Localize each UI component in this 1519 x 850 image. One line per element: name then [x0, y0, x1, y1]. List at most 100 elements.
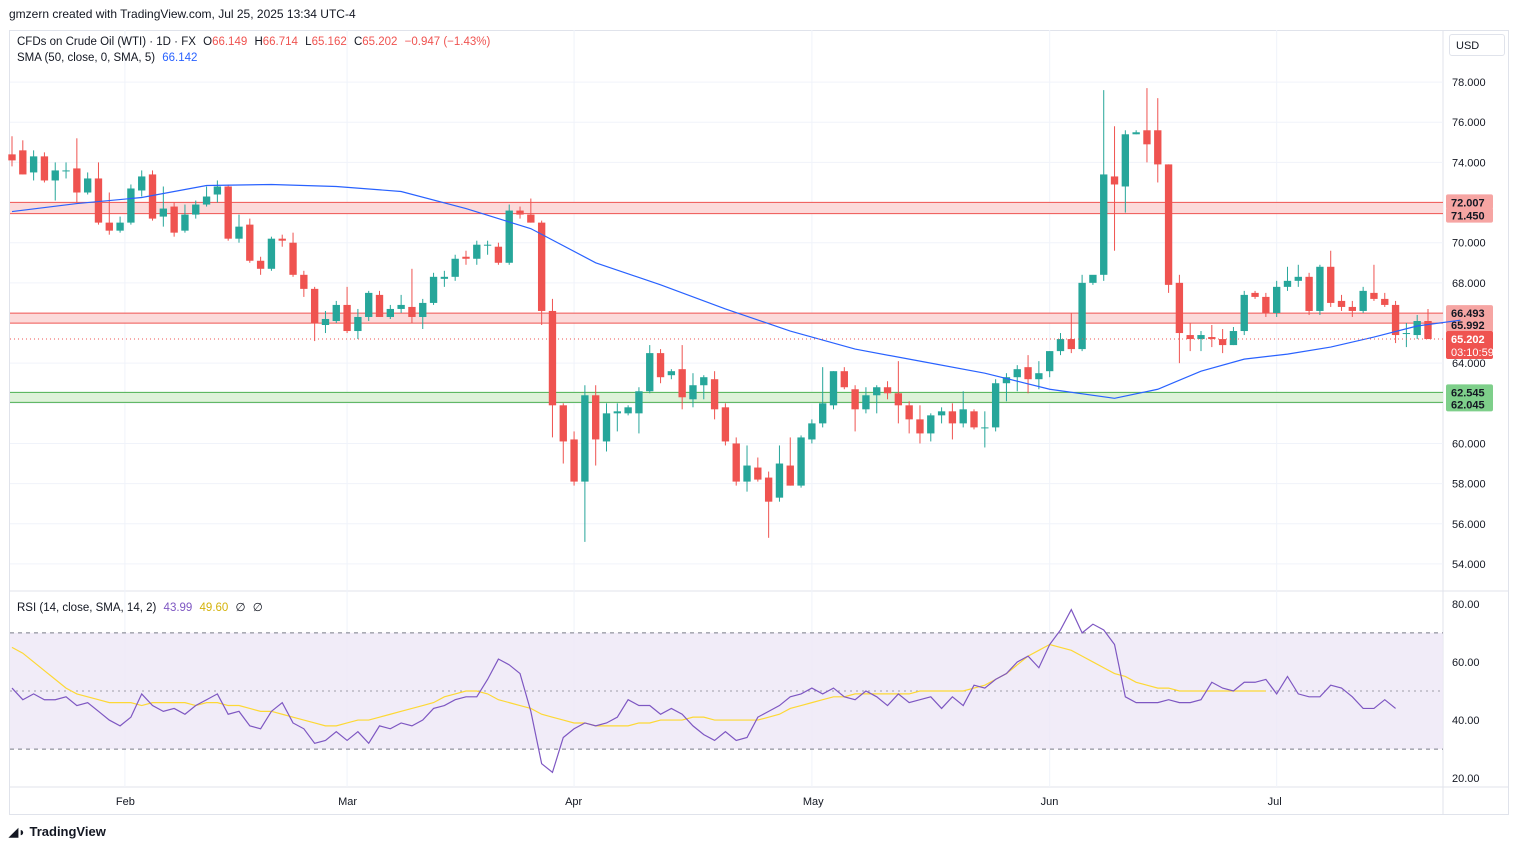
candle-body: [1391, 304, 1400, 336]
candle-body: [786, 465, 794, 486]
candle-body: [138, 176, 146, 191]
candle-body: [527, 214, 535, 223]
candle-body: [343, 304, 351, 332]
candle-body: [1035, 373, 1043, 380]
candle-body: [181, 214, 189, 231]
candle-body: [1132, 132, 1140, 135]
candle-body: [981, 427, 989, 429]
rsi-tick-label: 80.00: [1452, 599, 1480, 611]
high-label: H: [254, 36, 263, 48]
candle-body: [656, 353, 665, 378]
candle-body: [1413, 320, 1421, 336]
resistance-upper-top-label: 72.007: [1451, 197, 1485, 209]
candle-body: [1229, 331, 1238, 346]
price-tick-label: 54.000: [1452, 559, 1486, 571]
candle-body: [819, 403, 827, 424]
candle-body: [916, 419, 924, 434]
support-top-label-bg: [1446, 384, 1493, 400]
candle-body: [1197, 335, 1205, 340]
price-tick-label: 78.000: [1452, 77, 1486, 89]
candle-body: [1013, 369, 1021, 378]
candle-body: [505, 210, 513, 263]
candle-body: [419, 302, 427, 317]
candle-body: [1348, 306, 1357, 311]
rsi-label: RSI (14, close, SMA, 14, 2): [17, 602, 157, 614]
candle-body: [429, 276, 438, 303]
candle-body: [732, 443, 740, 482]
time-tick-label: Apr: [565, 796, 582, 808]
rsi-extra-2: ∅: [252, 602, 263, 614]
sma-line: [11, 183, 1461, 399]
tradingview-logo[interactable]: ◢◗ TradingView: [9, 824, 106, 839]
candle-body: [246, 224, 254, 261]
candle-body: [1316, 266, 1324, 311]
candle-body: [440, 276, 449, 279]
support-top-label: 62.545: [1451, 387, 1485, 399]
candle-body: [894, 393, 903, 406]
candle-body: [159, 208, 168, 217]
candle-body: [375, 294, 384, 317]
symbol-label: CFDs on Crude Oil (WTI) · 1D · FX: [17, 36, 196, 48]
candle-body: [873, 387, 881, 396]
candle-body: [1024, 367, 1032, 380]
candle-body: [959, 409, 967, 424]
price-tick-label: 60.000: [1452, 438, 1486, 450]
candle-body: [483, 244, 492, 246]
candle-body: [278, 238, 286, 241]
candle-body: [1327, 266, 1335, 303]
candle-body: [127, 188, 135, 223]
candle-body: [1186, 335, 1194, 340]
candle-body: [570, 439, 578, 482]
candle-body: [808, 423, 816, 440]
candle-body: [94, 178, 103, 223]
candle-body: [332, 304, 340, 321]
candle-body: [592, 395, 600, 440]
candle-body: [721, 407, 730, 442]
candle-body: [1240, 294, 1248, 332]
candle-body: [170, 206, 178, 233]
candle-body: [1424, 320, 1432, 340]
chart-header-attribution: gmzern created with TradingView.com, Jul…: [9, 7, 356, 21]
candle-body: [408, 306, 416, 317]
candle-body: [451, 258, 459, 277]
candle-body: [1002, 377, 1011, 384]
time-tick-label: May: [803, 796, 824, 808]
price-tick-label: 74.000: [1452, 157, 1486, 169]
candle-body: [73, 168, 81, 193]
candle-body: [148, 174, 157, 219]
candle-body: [559, 405, 567, 442]
candle-body: [937, 411, 946, 416]
candle-body: [581, 395, 589, 482]
time-tick-label: Mar: [338, 796, 357, 808]
candle-body: [991, 383, 1000, 428]
rsi-tick-label: 40.00: [1452, 715, 1480, 727]
candle-body: [1305, 276, 1313, 311]
candle-body: [1402, 333, 1411, 335]
rsi-ma-value: 49.60: [199, 602, 229, 614]
candle-body: [602, 413, 611, 442]
candle-body: [354, 316, 362, 332]
rsi-ma-line: [11, 643, 1266, 727]
price-tick-label: 56.000: [1452, 519, 1486, 531]
price-tick-label: 64.000: [1452, 358, 1486, 370]
candle-body: [1272, 286, 1281, 313]
rsi-line: [11, 608, 1396, 774]
candle-body: [764, 477, 773, 502]
sma-value: 66.142: [162, 52, 198, 64]
support-bottom-label-bg: [1446, 396, 1493, 412]
sma-legend: SMA (50, close, 0, SMA, 5) 66.142: [17, 52, 201, 64]
candle-body: [1283, 280, 1292, 287]
currency-button[interactable]: USD: [1449, 34, 1505, 56]
candle-body: [29, 156, 38, 173]
candle-body: [1294, 276, 1302, 281]
time-tick-label: Feb: [116, 796, 135, 808]
candle-body: [678, 369, 686, 398]
candle-body: [1067, 339, 1075, 350]
last-price-label-bg: [1446, 331, 1493, 360]
candle-body: [235, 226, 243, 239]
candle-body: [116, 222, 124, 231]
candle-body: [192, 204, 200, 215]
time-tick-label: Jun: [1041, 796, 1059, 808]
sma-label: SMA (50, close, 0, SMA, 5): [17, 52, 156, 64]
